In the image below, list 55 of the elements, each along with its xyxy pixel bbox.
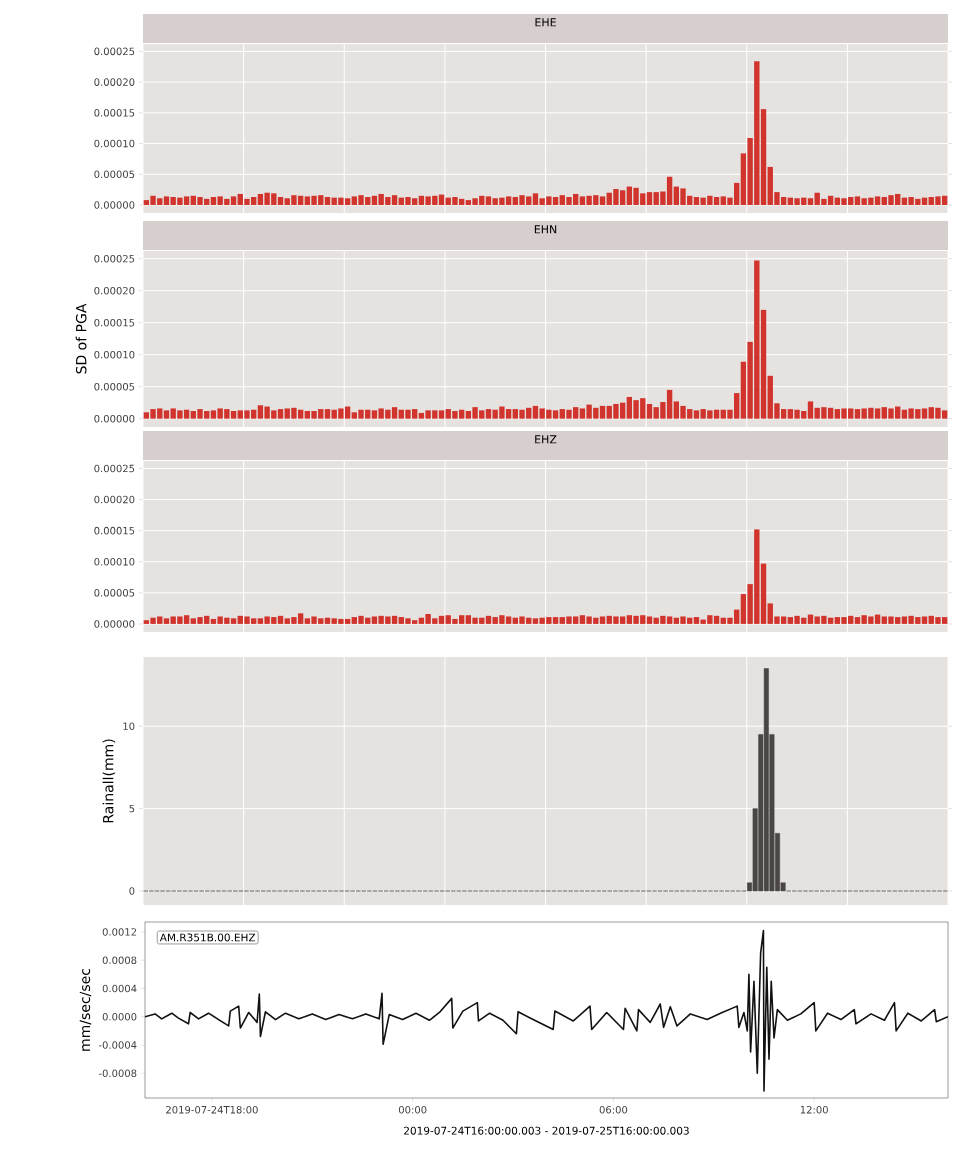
y-tick-label: -0.0008 bbox=[98, 1069, 137, 1078]
y-tick-label: 0.00000 bbox=[94, 201, 135, 209]
y-tick-label: 0.00015 bbox=[94, 109, 135, 117]
chart-title: EHZ bbox=[535, 435, 557, 444]
y-tick-label: 0.00025 bbox=[94, 254, 135, 263]
bar bbox=[163, 618, 170, 624]
bar bbox=[485, 196, 492, 206]
annotation: AM.R351B.00.EHZ bbox=[159, 933, 256, 942]
y-tick-label: 0.00015 bbox=[94, 318, 135, 327]
y-tick-label: 0.0000 bbox=[102, 1012, 137, 1021]
y-tick-label: 0.00025 bbox=[94, 47, 135, 56]
bar bbox=[807, 198, 814, 206]
y-tick-label: -0.0004 bbox=[98, 1041, 137, 1049]
bar bbox=[646, 403, 653, 419]
y-tick-label: 0.00015 bbox=[94, 526, 135, 535]
y-tick-label: 0.00020 bbox=[94, 286, 135, 295]
bar bbox=[485, 409, 492, 419]
y-tick-label: 0.0008 bbox=[102, 956, 137, 964]
y-axis-title: mm/sec/sec bbox=[79, 968, 92, 1051]
y-tick-label: 10 bbox=[123, 722, 135, 730]
x-tick-label: 00:00 bbox=[398, 1105, 427, 1114]
y-tick-label: 0.00005 bbox=[94, 170, 135, 179]
bar bbox=[807, 614, 814, 624]
bar bbox=[324, 617, 331, 624]
x-axis-title: 2019-07-24T16:00:00.003 - 2019-07-25T16:00:00.003 bbox=[404, 1126, 689, 1135]
y-tick-label: 0.00010 bbox=[94, 350, 135, 359]
y-tick-label: 0.0012 bbox=[102, 928, 137, 936]
bar bbox=[324, 409, 331, 419]
y-tick-label: 5 bbox=[129, 804, 135, 813]
bar bbox=[324, 197, 331, 206]
y-tick-label: 0.00025 bbox=[94, 464, 135, 473]
bar bbox=[646, 192, 653, 206]
y-tick-label: 0.00000 bbox=[94, 414, 135, 423]
y-tick-label: 0.00000 bbox=[94, 620, 135, 628]
x-tick-label: 12:00 bbox=[800, 1105, 828, 1114]
y-tick-label: 0.0004 bbox=[102, 984, 137, 993]
y-tick-label: 0 bbox=[129, 887, 135, 895]
x-tick-label: 06:00 bbox=[599, 1105, 628, 1114]
y-tick-label: 0.00020 bbox=[94, 78, 135, 86]
y-axis-title: Rainall(mm) bbox=[102, 739, 116, 823]
y-tick-label: 0.00020 bbox=[94, 495, 135, 504]
chart-title: EHE bbox=[535, 18, 556, 27]
x-tick-label: 2019-07-24T18:00 bbox=[166, 1105, 258, 1114]
bar bbox=[807, 401, 814, 419]
line-series bbox=[145, 929, 949, 1092]
chart-title: EHN bbox=[534, 225, 557, 234]
bar bbox=[163, 196, 170, 206]
bar bbox=[646, 616, 653, 624]
y-tick-label: 0.00005 bbox=[94, 589, 135, 597]
bar bbox=[485, 615, 492, 624]
y-tick-label: 0.00010 bbox=[94, 557, 135, 566]
bar bbox=[163, 410, 170, 419]
y-axis-title: SD of PGA bbox=[75, 303, 87, 374]
y-tick-label: 0.00010 bbox=[94, 139, 135, 148]
y-tick-label: 0.00005 bbox=[94, 382, 135, 391]
